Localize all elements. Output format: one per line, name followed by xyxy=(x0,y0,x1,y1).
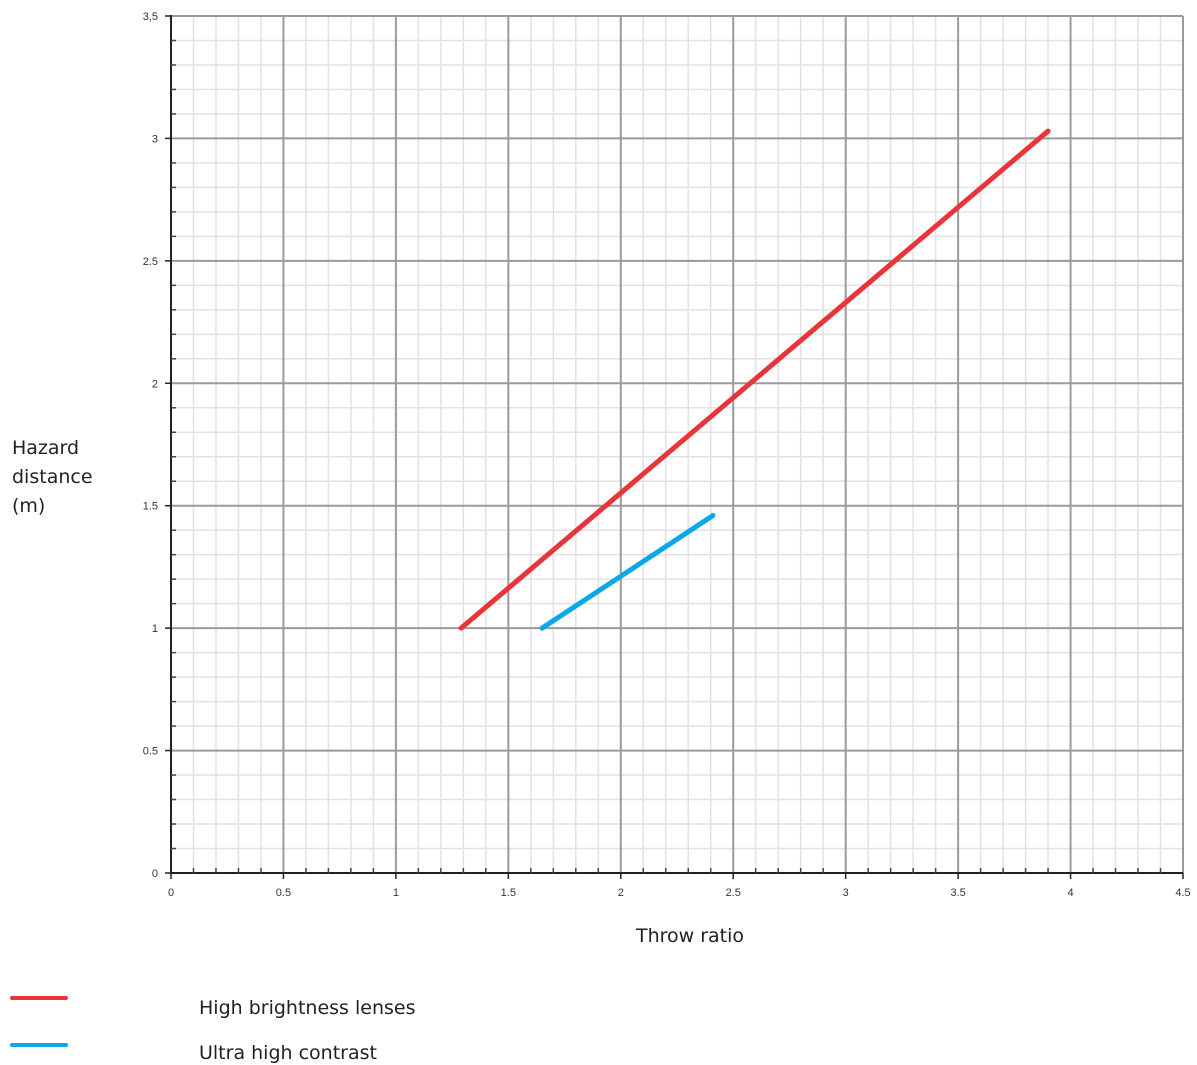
x-tick-label: 3 xyxy=(843,887,849,899)
y-tick-label: 2 xyxy=(152,378,158,390)
x-tick-label: 2 xyxy=(618,887,624,899)
y-tick-label: 3 xyxy=(152,133,158,145)
x-tick-label: 1 xyxy=(393,887,399,899)
x-tick-label: 4 xyxy=(1067,887,1073,899)
y-axis-title-line-3: (m) xyxy=(12,495,45,517)
axes xyxy=(165,15,1184,879)
x-axis-title: Throw ratio xyxy=(635,925,744,947)
x-tick-label: 0 xyxy=(168,887,174,899)
y-tick-label: 1 xyxy=(152,623,158,635)
legend-label-ultra-high-contrast: Ultra high contrast xyxy=(199,1042,377,1064)
x-tick-labels: 0 0.5 1 1.5 2 2.5 3 3.5 4 4.5 xyxy=(168,887,1191,899)
y-tick-label: 0 xyxy=(152,868,158,880)
legend-label-high-brightness: High brightness lenses xyxy=(199,997,415,1019)
x-tick-label: 0.5 xyxy=(276,887,291,899)
y-axis-title-line-2: distance xyxy=(12,466,93,488)
y-tick-label: 0.5 xyxy=(143,746,158,758)
grid-minor xyxy=(171,16,1183,873)
series-line-0 xyxy=(458,128,1051,631)
y-tick-label: 2.5 xyxy=(143,256,158,268)
legend: High brightness lenses Ultra high contra… xyxy=(10,996,415,1064)
series-line-1 xyxy=(539,513,716,631)
y-tick-labels: 0 0.5 1 1.5 2 2.5 3 3,5 xyxy=(143,11,158,880)
y-tick-label: 1.5 xyxy=(143,501,158,513)
x-tick-label: 1.5 xyxy=(501,887,516,899)
y-axis-title-line-1: Hazard xyxy=(12,437,79,459)
series-lines xyxy=(458,128,1051,631)
x-tick-label: 4.5 xyxy=(1175,887,1190,899)
x-tick-label: 2.5 xyxy=(726,887,741,899)
x-tick-label: 3.5 xyxy=(950,887,965,899)
y-tick-label: 3,5 xyxy=(143,11,158,23)
